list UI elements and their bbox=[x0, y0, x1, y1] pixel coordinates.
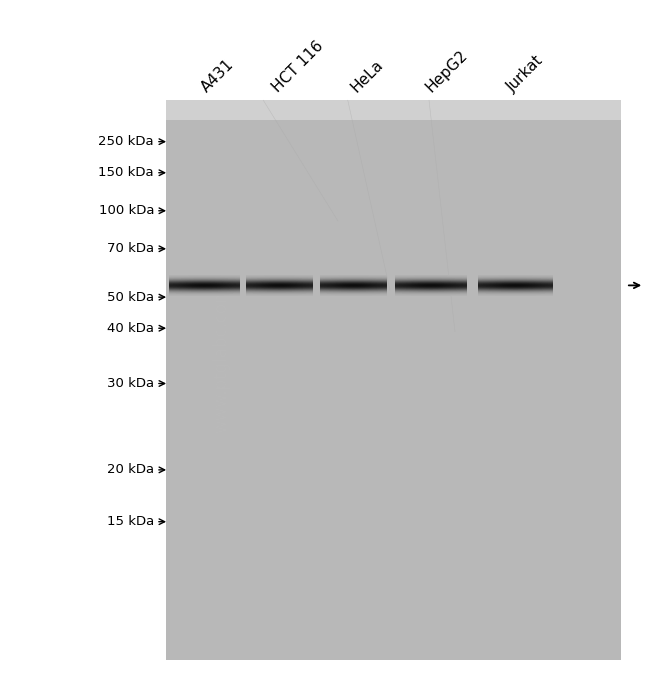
Text: 40 kDa: 40 kDa bbox=[107, 322, 154, 334]
Text: 20 kDa: 20 kDa bbox=[107, 464, 154, 476]
Bar bbox=[166, 100, 621, 660]
Text: HeLa: HeLa bbox=[348, 57, 386, 95]
Text: 30 kDa: 30 kDa bbox=[107, 377, 154, 390]
Bar bbox=[166, 100, 621, 120]
Text: 250 kDa: 250 kDa bbox=[98, 135, 154, 148]
Text: 70 kDa: 70 kDa bbox=[107, 243, 154, 255]
Text: www.ptglabc.com: www.ptglabc.com bbox=[212, 285, 230, 433]
Text: A431: A431 bbox=[198, 56, 237, 95]
Text: HCT 116: HCT 116 bbox=[270, 38, 326, 95]
Text: HepG2: HepG2 bbox=[422, 47, 470, 95]
Text: 100 kDa: 100 kDa bbox=[99, 205, 154, 217]
Text: 150 kDa: 150 kDa bbox=[98, 167, 154, 179]
Text: Jurkat: Jurkat bbox=[504, 53, 546, 95]
Text: 50 kDa: 50 kDa bbox=[107, 291, 154, 303]
Text: 15 kDa: 15 kDa bbox=[107, 515, 154, 528]
